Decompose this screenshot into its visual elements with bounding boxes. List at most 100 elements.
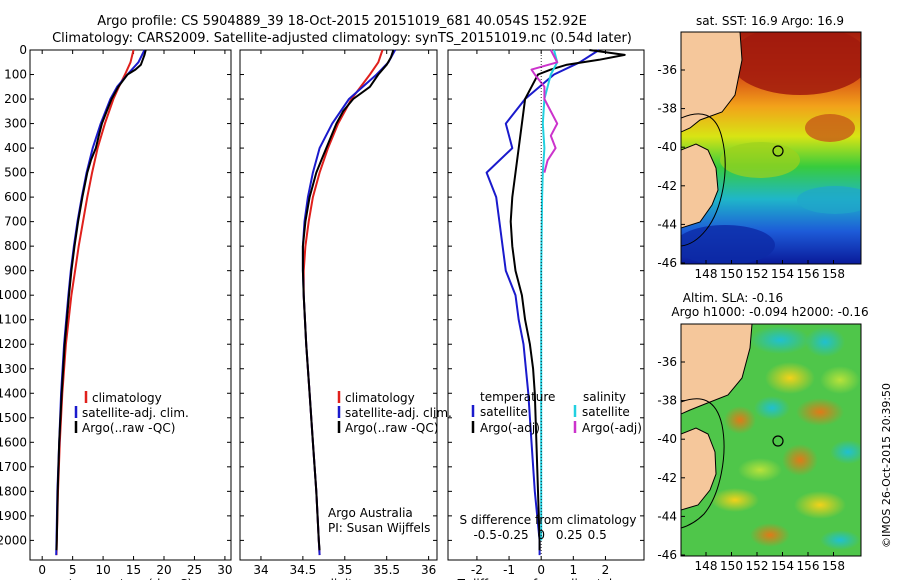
temperature-panel-frame (29, 49, 232, 561)
salinity-legend: climatology satellite-adj. clim. Argo(..… (328, 391, 452, 535)
sst-land-tasmania (681, 143, 719, 229)
sst-eddy-cyan (797, 186, 861, 214)
x-tick-label: 5 (69, 563, 77, 577)
x-axis-label: temperature (deg C) (69, 577, 192, 580)
sst-argo-position (772, 145, 784, 157)
map-lat-label: -36 (657, 355, 677, 369)
map-lon-label: 148 (695, 267, 718, 281)
difference-legend: temperature salinity satellite satellite… (460, 390, 642, 542)
legend-label-temp-argo: Argo(-adj) (480, 421, 540, 435)
legend-header-salinity: salinity (583, 390, 626, 404)
sla-land-north (681, 324, 753, 415)
map-lat-label: -44 (657, 217, 677, 231)
legend-label-temp-satellite: satellite (480, 405, 528, 419)
sst-cold-core (681, 225, 775, 264)
depth-tick-label: 1700 (0, 460, 27, 474)
sst-map-frame (680, 31, 862, 265)
legend-label-satellite: satellite-adj. clim. (345, 406, 452, 420)
depth-tick-label: 500 (4, 166, 27, 180)
s-difference-label: S difference from climatology (460, 513, 637, 527)
x-tick-label: 2 (602, 563, 610, 577)
x-tick-label: 0 (537, 563, 545, 577)
sla-map (681, 324, 861, 556)
depth-tick-label: 100 (4, 68, 27, 82)
x-tick-label: 36 (421, 563, 436, 577)
x-tick-label: 1 (569, 563, 577, 577)
legend-label-satellite: satellite-adj. clim. (82, 406, 189, 420)
depth-tick-label: 700 (4, 215, 27, 229)
x-tick-label: -2 (471, 563, 483, 577)
depth-tick-label: 1800 (0, 484, 27, 498)
difference-plot: -2 -1 0 1 2T difference from climatology (448, 49, 644, 580)
sst-land-north (681, 32, 743, 133)
depth-tick-label: 1300 (0, 362, 27, 376)
map-lon-label: 150 (720, 559, 743, 573)
depth-tick-label: 2000 (0, 533, 27, 547)
figure-title-line1: Argo profile: CS 5904889_39 18-Oct-2015 … (97, 14, 587, 29)
series-line-argo-raw-qc- (55, 49, 147, 551)
map-lon-label: 156 (797, 559, 820, 573)
depth-tick-label: 1500 (0, 411, 27, 425)
sla-shelf-contour (681, 398, 725, 529)
sst-eddy-green (720, 142, 800, 178)
depth-tick-label: 1900 (0, 509, 27, 523)
sla-argo-position (772, 435, 784, 447)
legend-label-climatology: climatology (92, 391, 162, 405)
s-tick-label: 0.25 (556, 528, 583, 542)
x-tick-label: 35 (337, 563, 352, 577)
map-lon-label: 158 (822, 267, 845, 281)
map-lon-label: 158 (822, 559, 845, 573)
sla-map-title1: Altim. SLA: -0.16 (683, 291, 783, 305)
x-tick-label: 10 (95, 563, 110, 577)
imos-watermark: ©IMOS 26-Oct-2015 20:39:50 (880, 383, 893, 548)
legend-label-climatology: climatology (345, 391, 415, 405)
legend-label-argo: Argo(..raw -QC) (345, 421, 438, 435)
sst-map (681, 32, 861, 264)
sla-land-tasmania (681, 427, 717, 511)
depth-tick-label: 400 (4, 141, 27, 155)
s-tick-label: 0.5 (588, 528, 607, 542)
temperature-plot: 0 5 10 15 20 25 30 temperature (deg C) (30, 49, 233, 580)
sla-blob (711, 488, 759, 512)
sla-blob (805, 327, 845, 357)
sla-blob (754, 396, 790, 420)
depth-tick-label: 1400 (0, 386, 27, 400)
map-lon-label: 156 (797, 267, 820, 281)
series-line-argo-raw-qc- (301, 49, 395, 551)
sla-map-title2: Argo h1000: -0.094 h2000: -0.16 (671, 305, 868, 319)
sla-blob (820, 366, 860, 394)
sla-blob (738, 458, 782, 482)
map-lat-label: -44 (657, 509, 677, 523)
figure-title-line2: Climatology: CARS2009. Satellite-adjuste… (52, 31, 632, 46)
x-tick-label: 25 (187, 563, 202, 577)
depth-tick-label: 200 (4, 92, 27, 106)
temperature-legend: climatology satellite-adj. clim. Argo(..… (74, 391, 189, 435)
depth-axis: 0 100 200 300 400 500 600 700 800 900 1000 1100 1200… (0, 43, 27, 547)
map-lon-label: 154 (771, 267, 794, 281)
depth-tick-label: 1000 (0, 288, 27, 302)
x-tick-label: 34 (253, 563, 268, 577)
map-lat-label: -40 (657, 140, 677, 154)
x-tick-label: 20 (156, 563, 171, 577)
depth-tick-label: 600 (4, 190, 27, 204)
sst-map-title: sat. SST: 16.9 Argo: 16.9 (696, 14, 844, 28)
map-lon-label: 148 (695, 559, 718, 573)
sst-warm-eddy (805, 114, 855, 142)
salinity-panel-frame (239, 49, 438, 561)
depth-tick-label: 300 (4, 117, 27, 131)
x-tick-label: 30 (217, 563, 232, 577)
depth-tick-label: 800 (4, 239, 27, 253)
map-lat-label: -40 (657, 432, 677, 446)
sla-blob (782, 444, 818, 476)
sla-map-frame (680, 323, 862, 557)
map-lon-label: 150 (720, 267, 743, 281)
map-lon-label: 152 (746, 559, 769, 573)
credit-line2: PI: Susan Wijffels (328, 521, 430, 535)
sla-blob (765, 362, 815, 394)
map-lat-label: -36 (657, 63, 677, 77)
sla-blob (830, 440, 861, 464)
depth-tick-label: 1600 (0, 435, 27, 449)
sst-shelf-contour (681, 113, 726, 247)
